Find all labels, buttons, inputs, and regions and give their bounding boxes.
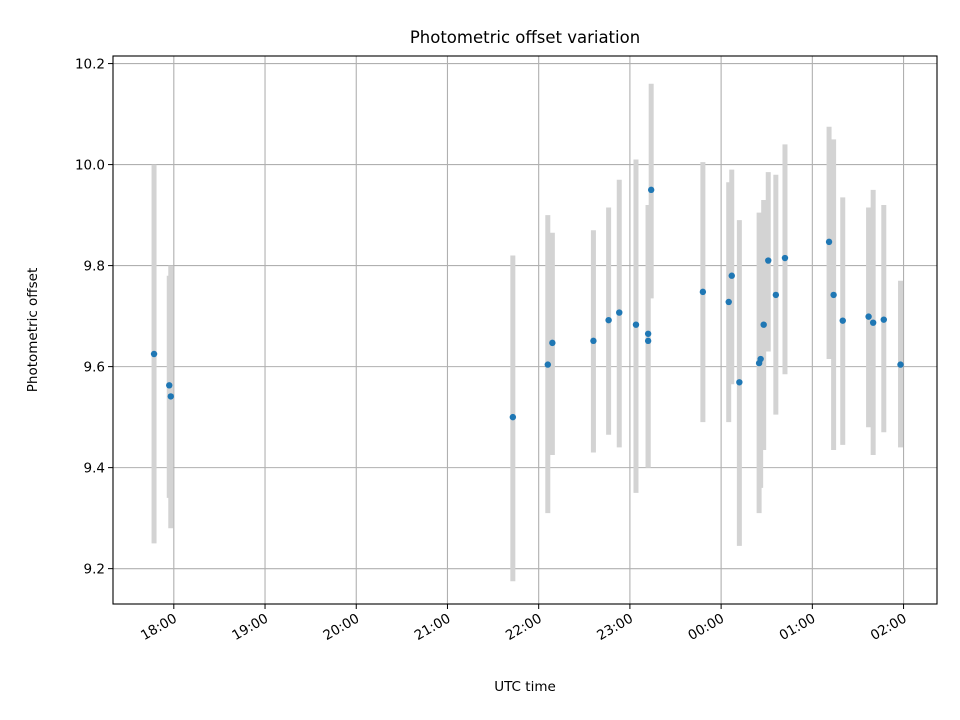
y-tick-label: 9.4 [84, 461, 105, 477]
data-point [728, 272, 735, 279]
data-point [760, 321, 767, 328]
data-point [781, 254, 789, 262]
y-axis-ticks: 9.2 9.4 9.6 9.8 10.0 10.2 [75, 57, 113, 578]
y-tick-label: 10.2 [75, 57, 105, 73]
y-tick-label: 9.2 [84, 562, 105, 578]
data-point [736, 379, 743, 386]
data-point [644, 337, 652, 345]
data-point [757, 355, 764, 363]
data-point [647, 186, 655, 194]
grid [113, 56, 937, 604]
data-point [616, 309, 623, 316]
y-tick-label: 10.0 [75, 158, 105, 174]
data-point [839, 317, 846, 324]
data-point [590, 337, 597, 345]
y-tick-label: 9.8 [84, 259, 105, 275]
data-point [880, 316, 887, 323]
data-point [167, 393, 174, 400]
data-point [830, 291, 837, 299]
data-point [644, 330, 652, 337]
data-point [825, 238, 833, 246]
y-axis-label: Photometric offset [25, 268, 41, 392]
plot-frame [112, 55, 938, 605]
data-point [765, 257, 772, 264]
data-point [699, 288, 707, 296]
data-point [632, 321, 640, 328]
data-point [166, 382, 173, 389]
data-point [544, 361, 552, 368]
data-point [897, 361, 904, 368]
chart-title: Photometric offset variation [410, 28, 640, 47]
data-point [869, 319, 877, 326]
data-point [509, 413, 517, 421]
data-point [150, 350, 158, 358]
data-point [725, 298, 732, 306]
data-point [865, 313, 872, 320]
x-axis-label: UTC time [494, 679, 556, 695]
y-tick-label: 9.6 [84, 360, 105, 376]
data-point [549, 339, 556, 347]
data-point [772, 291, 780, 299]
data-point [605, 316, 612, 324]
data-points [150, 186, 904, 421]
